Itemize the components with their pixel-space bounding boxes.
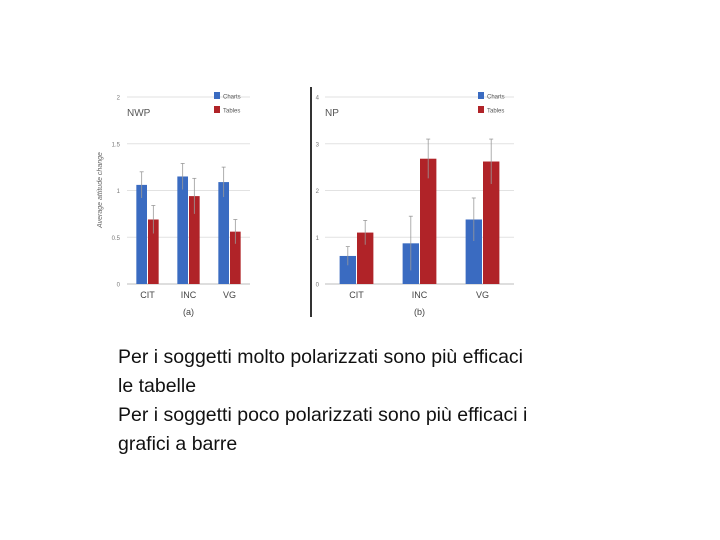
panel-1-ylabel: Average attitude change [97,152,104,229]
panel-1-bar-cit-tables [148,219,159,284]
panel-2-legend-swatch [478,92,484,99]
panel-2-ytick-label: 3 [316,142,320,148]
panel-2-title: NP [325,108,339,119]
panel-2-legend-swatch [478,106,484,113]
panel-1-panel-label: (a) [183,307,194,317]
caption-line-2: le tabelle [118,375,197,397]
panel-2-panel-label: (b) [414,307,425,317]
caption-line-1: Per i soggetti molto polarizzati sono pi… [118,346,524,368]
panel-1-ytick-label: 1 [117,189,121,195]
panel-1-bar-cit-charts [136,184,147,284]
panel-2-bar-vg-charts [465,219,482,284]
panel-1-ytick-label: 1.5 [112,142,121,148]
panel-2-xtick-label: CIT [349,290,364,300]
panel-1-bar-inc-charts [177,176,188,284]
panel-2-ytick-label: 1 [316,236,320,242]
panel-1-bar-vg-charts [218,182,229,284]
panel-2-legend-label: Charts [487,95,505,101]
panel-1-bar-vg-tables [230,231,241,284]
panel-1-legend-label: Charts [223,95,241,101]
panel-1-legend-swatch [214,106,220,113]
caption-line-3: Per i soggetti poco polarizzati sono più… [118,404,528,426]
caption-line-4: grafici a barre [118,433,238,455]
panel-2-bar-cit-tables [357,232,374,284]
panel-2-bar-inc-tables [420,158,437,284]
caption: Per i soggetti molto polarizzati sono pi… [118,343,618,459]
panel-2-ytick-label: 0 [316,283,320,289]
panel-1-xtick-label: CIT [140,290,155,300]
panel-2-bar-cit-charts [339,255,356,284]
panel-1-legend-swatch [214,92,220,99]
panel-2-bar-vg-tables [483,161,500,284]
panel-1-title: NWP [127,108,151,119]
panel-1-xtick-label: VG [223,290,236,300]
panel-1-ytick-label: 0 [117,283,121,289]
panel-2-ytick-label: 2 [316,189,320,195]
panel-1-legend-label: Tables [223,109,240,115]
bar-chart-figure: 0 0.5 1 1.5 2 NWP Average attitude change Chart… [90,85,530,325]
panel-2-ytick-label: 4 [316,96,320,102]
panel-1-ytick-label: 2 [117,96,121,102]
panel-1-bar-inc-tables [189,196,200,284]
panel-1-ytick-label: 0.5 [112,236,121,242]
panel-1-xtick-label: INC [181,290,197,300]
panel-2-xtick-label: VG [476,290,489,300]
panel-2-xtick-label: INC [412,290,428,300]
panel-2-legend-label: Tables [487,109,504,115]
